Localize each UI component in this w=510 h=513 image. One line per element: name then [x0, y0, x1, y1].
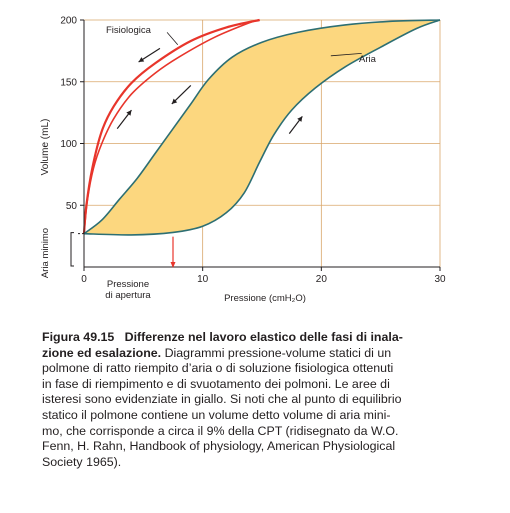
caption-title-a: Differenze nel lavoro elastico delle fas…: [124, 330, 403, 344]
minimal-air-bracket: [70, 232, 74, 267]
caption-line-1: Diagrammi pressione-volume statici di un: [164, 345, 392, 360]
arrow-aria-deflation-head: [171, 98, 178, 104]
label-aria: Aria: [359, 54, 377, 65]
caption-line-8: Society 1965).: [42, 454, 122, 469]
label-pressione: Pressione: [107, 279, 149, 290]
curve-aria-deflation: [83, 19, 441, 235]
x-tick-label: 30: [434, 274, 446, 285]
caption-line-4: isteresi sono evidenziate in giallo. Si …: [42, 392, 402, 407]
opening-pressure-arrowhead: [170, 262, 176, 268]
caption-line-2: polmone di ratto riempito d’aria o di so…: [42, 361, 394, 376]
caption-line-3: in fase di riempimento e di svuotamento …: [42, 376, 390, 391]
caption-line-5: statico il polmone contiene un volume de…: [42, 407, 391, 422]
label-aria-minimo: Aria minimo: [40, 228, 51, 278]
caption-title-b: zione ed esalazione.: [42, 345, 162, 360]
x-axis-title: Pressione (cmH₂O): [224, 293, 306, 304]
figure-caption: Figura 49.15 Differenze nel lavoro elast…: [42, 330, 482, 470]
y-tick-label: 200: [60, 16, 77, 27]
y-tick-label: 50: [66, 201, 78, 212]
hysteresis-fill-aria: [84, 20, 440, 235]
pressure-volume-chart: 0 10 20 30 50 100 150 200 Volume (mL) Pressione…: [40, 16, 446, 305]
hysteresis-area: [84, 20, 440, 235]
y-tick-label: 100: [60, 139, 77, 150]
x-tick-label: 0: [81, 274, 87, 285]
arrow-fisiologica-inflation-head: [126, 110, 132, 116]
label-fisiologica: Fisiologica: [106, 25, 152, 36]
x-tick-label: 10: [197, 274, 209, 285]
y-axis-title: Volume (mL): [40, 119, 51, 176]
x-tick-label: 20: [316, 274, 328, 285]
fisiologica-leader: [166, 32, 179, 45]
aria-leader: [330, 52, 362, 57]
y-tick-label: 150: [60, 77, 77, 88]
caption-line-6: mo, che corrisponde a circa il 9% della …: [42, 423, 399, 438]
curve-fisiologica-deflation: [82, 18, 260, 234]
direction-arrows: [116, 32, 362, 268]
caption-line-7: Fenn, H. Rahn, Handbook of physiology, A…: [42, 439, 396, 454]
arrow-aria-inflation-head: [297, 116, 303, 122]
curves: [82, 18, 441, 236]
curve-aria-inflation: [83, 19, 441, 236]
caption-number: Figura 49.15: [42, 330, 115, 344]
axes: 0 10 20 30 50 100 150 200: [60, 16, 446, 286]
arrow-fisiologica-deflation-head: [138, 57, 145, 62]
label-di-apertura: di apertura: [105, 290, 151, 301]
